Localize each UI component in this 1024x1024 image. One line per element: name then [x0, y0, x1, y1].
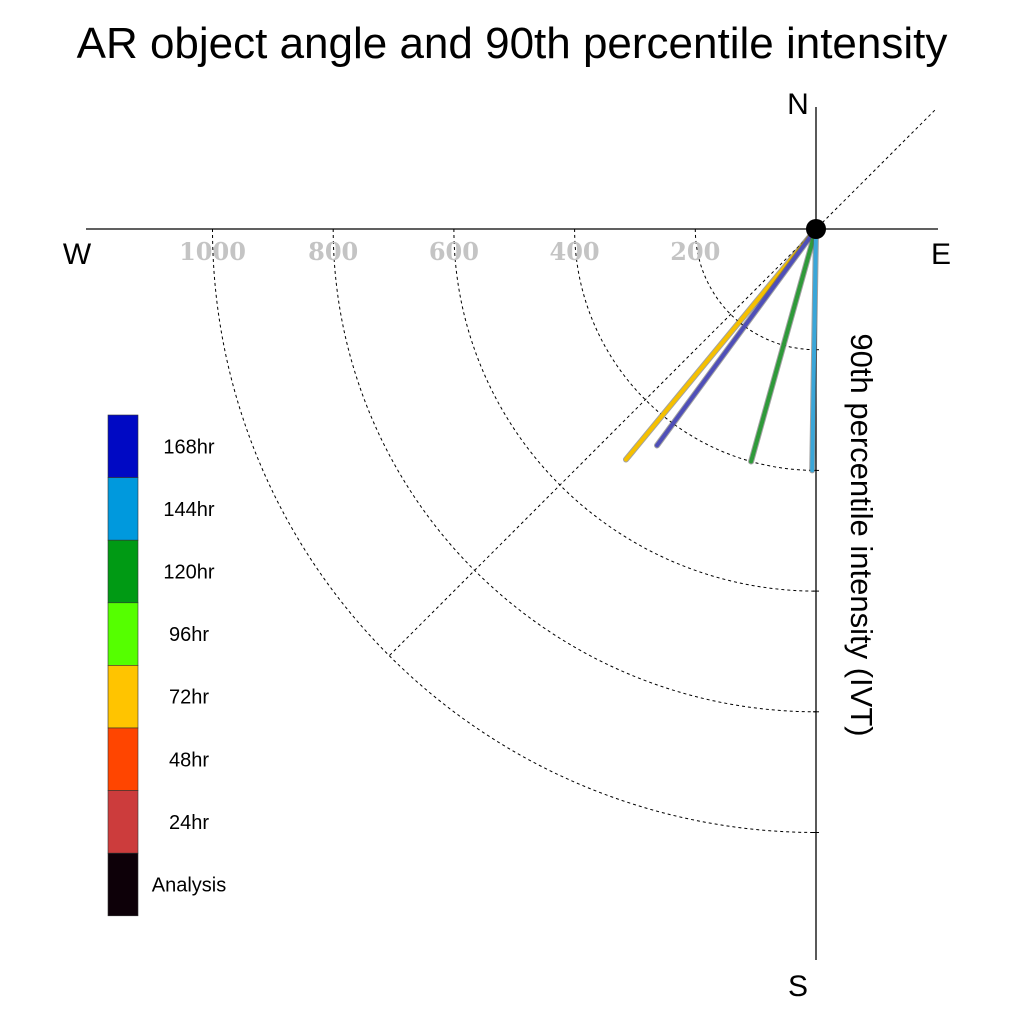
legend: 168hr 144hr 120hr 96hr 72hr 48hr 24hr Analysis: [107, 414, 226, 917]
series-line-144hr: [810, 227, 818, 473]
radial-tick-labels: 200 400 600 800 1000: [179, 237, 720, 266]
legend-swatch: [107, 665, 139, 729]
radial-tick-label: 600: [429, 237, 479, 266]
series-line-168hr: [655, 227, 818, 448]
chart-title: AR object angle and 90th percentile inte…: [77, 19, 948, 68]
legend-swatch: [107, 602, 139, 666]
legend-swatch: [107, 539, 139, 604]
diagonal-reference-line: [388, 109, 936, 657]
west-label: W: [63, 238, 92, 271]
legend-swatch: [107, 852, 139, 917]
y-axis-label: 90th percentile intensity (IVT): [844, 333, 879, 736]
legend-label: 120hr: [163, 562, 214, 584]
radial-tick-label: 800: [308, 237, 358, 266]
legend-label: 144hr: [163, 499, 214, 521]
radial-tick-label: 1000: [179, 237, 246, 266]
radial-tick-label: 400: [550, 237, 600, 266]
grid-arc: [212, 228, 817, 833]
legend-label: 96hr: [169, 624, 209, 646]
legend-label: 48hr: [169, 749, 209, 771]
radial-grid: [212, 109, 936, 833]
east-label: E: [931, 238, 951, 271]
legend-label: Analysis: [152, 875, 226, 897]
series-line-120hr: [749, 227, 818, 464]
series-lines: [622, 219, 826, 474]
legend-swatch: [107, 790, 139, 854]
legend-label: 72hr: [169, 687, 209, 709]
legend-swatch: [107, 727, 139, 791]
south-label: S: [788, 970, 808, 1003]
legend-label: 24hr: [169, 812, 209, 834]
north-label: N: [787, 88, 809, 121]
grid-arc: [574, 228, 817, 471]
origin-marker: [806, 219, 826, 239]
legend-label: 168hr: [163, 436, 214, 458]
grid-arc: [694, 228, 817, 351]
radial-tick-label: 200: [670, 237, 720, 266]
grid-arc: [453, 228, 817, 592]
legend-swatch: [107, 414, 139, 478]
legend-swatch: [107, 477, 139, 541]
